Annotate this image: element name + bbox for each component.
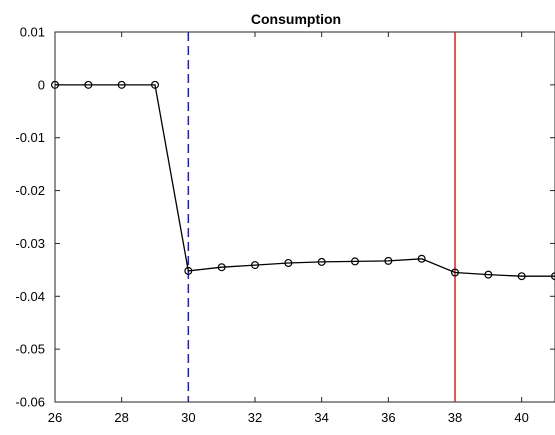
y-tick-label: 0.01 (20, 25, 45, 40)
data-point (184, 266, 193, 275)
data-point (317, 257, 326, 266)
y-tick-label: -0.03 (15, 236, 45, 251)
x-tick-label: 30 (181, 410, 195, 425)
data-point (284, 258, 293, 267)
y-tick-label: -0.01 (15, 130, 45, 145)
y-tick-label: -0.02 (15, 183, 45, 198)
data-point (484, 270, 493, 279)
x-tick-label: 40 (514, 410, 528, 425)
series-line (55, 84, 555, 277)
data-point (151, 80, 160, 89)
y-tick-label: 0 (38, 77, 45, 92)
data-point (50, 80, 59, 89)
data-point (451, 268, 460, 277)
y-tick-label: -0.06 (15, 395, 45, 410)
data-point (251, 261, 260, 270)
x-tick-label: 36 (381, 410, 395, 425)
x-tick-label: 38 (448, 410, 462, 425)
y-tick-label: -0.04 (15, 289, 45, 304)
x-tick-label: 26 (48, 410, 62, 425)
plot-area: 26 28 30 32 34 36 38 40 0.01 0 -0.01 -0.02 -0.03 -0.0… (15, 25, 555, 425)
y-tick-label: -0.05 (15, 342, 45, 357)
x-tick-label: 32 (248, 410, 262, 425)
data-point (117, 80, 126, 89)
data-point (84, 80, 93, 89)
data-point (351, 257, 360, 266)
axes-box (54, 31, 555, 403)
data-point (384, 256, 393, 265)
chart-title: Consumption (251, 11, 341, 27)
data-point (417, 254, 426, 263)
data-point (517, 272, 526, 281)
data-point (217, 263, 226, 272)
x-tick-label: 28 (114, 410, 128, 425)
x-tick-label: 34 (314, 410, 328, 425)
